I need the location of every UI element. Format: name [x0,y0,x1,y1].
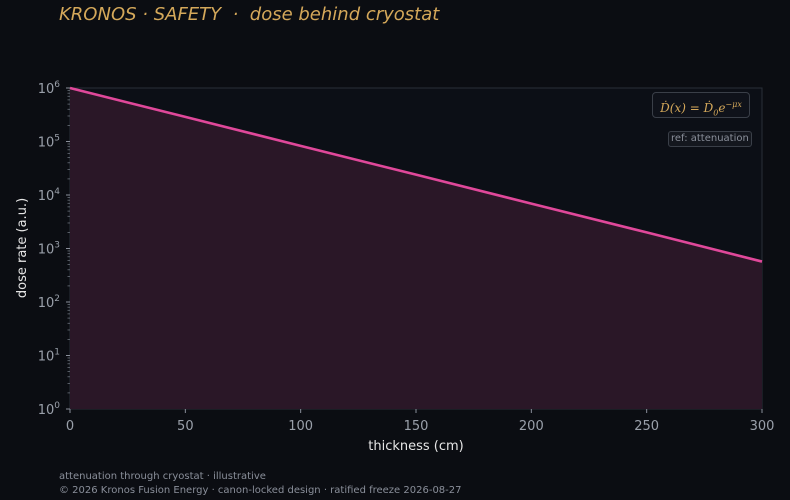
footer-copyright: © 2026 Kronos Fusion Energy · canon-lock… [59,485,462,496]
x-tick-label: 300 [750,419,775,434]
y-tick-label: 100 [38,401,61,418]
equation-annotation: Ḋ(x) = Ḋ0e−μx [652,92,750,118]
x-tick-label: 150 [404,419,429,434]
chart-title: KRONOS · SAFETY · dose behind cryostat [59,4,440,25]
x-tick-label: 200 [519,419,544,434]
series-area-fill [70,88,762,409]
area-layer [69,86,763,409]
y-tick-label: 103 [38,241,60,258]
y-tick-label: 105 [38,134,60,151]
reference-badge: ref: attenuation [668,131,752,147]
equation-text: Ḋ(x) = Ḋ0e−μx [660,100,742,118]
x-tick-label: 50 [177,419,194,434]
x-tick-label: 250 [634,419,659,434]
y-axis-label: dose rate (a.u.) [15,198,30,298]
x-tick-label: 100 [288,419,313,434]
y-tick-label: 104 [38,187,61,204]
x-tick-label: 0 [66,419,74,434]
y-axis: 100 101 102 103 104 105 106 [38,80,70,418]
x-axis: 0 50 100 150 200 250 300 [66,409,775,434]
y-tick-label: 102 [38,294,60,311]
y-minor-ticks [67,90,70,394]
footer-caption: attenuation through cryostat · illustrat… [59,471,266,482]
x-axis-label: thickness (cm) [368,439,464,454]
y-tick-label: 101 [38,348,60,365]
y-tick-label: 106 [38,80,61,97]
